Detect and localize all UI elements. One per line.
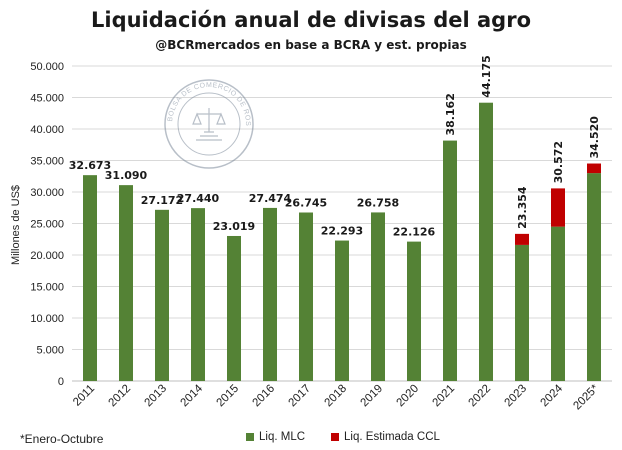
y-tick-label: 5.000	[36, 345, 64, 357]
y-tick-label: 50.000	[30, 61, 64, 73]
y-tick-label: 35.000	[30, 156, 64, 168]
data-label: 32.673	[69, 159, 111, 172]
y-tick-label: 25.000	[30, 219, 64, 231]
bar-mlc	[263, 207, 277, 381]
bar-mlc	[587, 173, 601, 381]
data-label: 30.572	[552, 141, 565, 183]
data-label: 27.474	[249, 192, 292, 205]
data-label: 22.293	[321, 225, 363, 238]
x-tick-label: 2013	[143, 383, 170, 410]
bar-mlc	[299, 212, 313, 381]
x-tick-label: 2012	[107, 383, 134, 410]
x-tick-label: 2015	[215, 383, 242, 410]
y-tick-label: 15.000	[30, 282, 64, 294]
bar-mlc	[191, 208, 205, 381]
bar-mlc	[227, 235, 241, 381]
x-tick-label: 2017	[287, 383, 314, 410]
bar-mlc	[335, 240, 349, 381]
x-tick-label: 2021	[431, 383, 458, 410]
data-labels: 32.67331.09027.17227.44023.01927.47426.7…	[69, 55, 601, 238]
bcr-seal-logo: BOLSA DE COMERCIO DE ROSARIO	[0, 0, 254, 169]
footnote: *Enero-Octubre	[20, 432, 104, 446]
chart-title: Liquidación anual de divisas del agro	[90, 8, 531, 32]
bar-mlc	[479, 102, 493, 381]
bar-mlc	[551, 226, 565, 381]
bar-ccl	[515, 233, 529, 245]
x-tick-label: 2025*	[571, 382, 601, 412]
x-tick-label: 2011	[71, 383, 97, 409]
bars	[83, 102, 601, 381]
x-tick-label: 2019	[359, 383, 386, 410]
bar-mlc	[155, 209, 169, 381]
y-tick-label: 30.000	[30, 187, 64, 199]
data-label: 27.440	[177, 192, 220, 205]
legend-label-ccl: Liq. Estimada CCL	[344, 431, 440, 443]
bar-ccl	[551, 188, 565, 227]
y-tick-label: 45.000	[30, 93, 64, 105]
data-label: 38.162	[444, 93, 457, 135]
bar-mlc	[407, 241, 421, 381]
x-tick-label: 2020	[395, 383, 422, 410]
bar-mlc	[443, 140, 457, 381]
data-label: 34.520	[588, 116, 601, 159]
data-label: 27.172	[141, 194, 183, 207]
legend-item-mlc: Liq. MLC	[246, 431, 305, 443]
legend-swatch-ccl	[331, 433, 340, 441]
data-label: 26.758	[357, 196, 399, 209]
chart-subtitle: @BCRmercados en base a BCRA y est. propi…	[155, 38, 467, 52]
x-tick-label: 2016	[251, 383, 278, 410]
x-tick-label: 2018	[323, 383, 350, 410]
legend-label-mlc: Liq. MLC	[259, 431, 306, 443]
x-tick-label: 2023	[503, 383, 530, 410]
y-tick-label: 10.000	[30, 313, 64, 325]
bar-mlc	[119, 185, 133, 381]
x-tick-label: 2022	[467, 383, 494, 410]
legend: Liq. MLC Liq. Estimada CCL	[246, 431, 440, 443]
bar-mlc	[83, 175, 97, 381]
x-tick-label: 2024	[539, 382, 566, 409]
y-axis-label: Millones de US$	[10, 185, 22, 265]
legend-swatch-mlc	[246, 433, 254, 441]
x-tick-label: 2014	[179, 382, 206, 409]
data-label: 26.745	[285, 197, 327, 210]
bar-mlc	[371, 212, 385, 381]
y-tick-label: 0	[58, 376, 64, 388]
data-label: 23.354	[516, 186, 529, 229]
legend-item-ccl: Liq. Estimada CCL	[331, 431, 440, 443]
data-label: 22.126	[393, 226, 436, 239]
bar-ccl	[587, 163, 601, 174]
data-label: 23.019	[213, 220, 255, 233]
data-label: 31.090	[105, 169, 148, 182]
y-tick-label: 40.000	[30, 124, 64, 136]
y-tick-label: 20.000	[30, 250, 64, 262]
bar-mlc	[515, 244, 529, 381]
data-label: 44.175	[480, 55, 493, 97]
